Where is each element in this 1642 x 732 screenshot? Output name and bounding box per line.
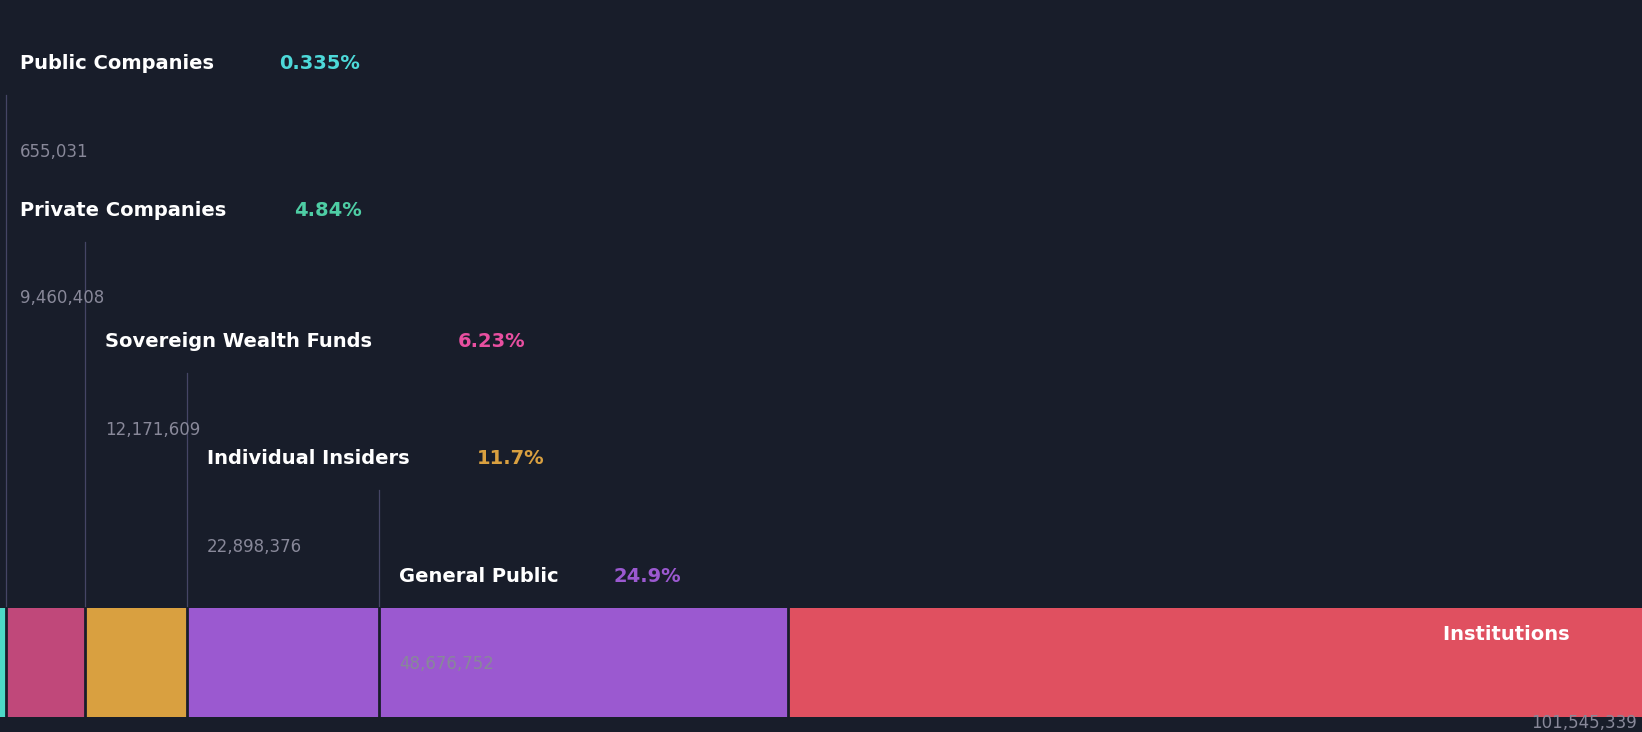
Text: 9,460,408: 9,460,408 (20, 289, 103, 307)
Text: Private Companies: Private Companies (20, 201, 233, 220)
Text: 0.335%: 0.335% (279, 54, 360, 73)
Text: 52%: 52% (1591, 625, 1637, 644)
Bar (5, 608, 85, 717)
Text: 6.23%: 6.23% (458, 332, 525, 351)
Text: 655,031: 655,031 (20, 143, 89, 161)
Bar (379, 608, 788, 717)
Text: 24.9%: 24.9% (614, 567, 681, 586)
Text: 4.84%: 4.84% (294, 201, 363, 220)
Bar (0, 608, 5, 717)
Text: Sovereign Wealth Funds: Sovereign Wealth Funds (105, 332, 378, 351)
Text: 22,898,376: 22,898,376 (207, 538, 302, 556)
Text: Individual Insiders: Individual Insiders (207, 449, 417, 468)
Text: Institutions: Institutions (1443, 625, 1576, 644)
Bar (85, 608, 187, 717)
Text: 101,545,339: 101,545,339 (1532, 714, 1637, 732)
Text: 48,676,752: 48,676,752 (399, 655, 494, 673)
Bar (788, 608, 1642, 717)
Text: 12,171,609: 12,171,609 (105, 421, 200, 439)
Text: 11.7%: 11.7% (478, 449, 545, 468)
Bar (187, 608, 379, 717)
Text: General Public: General Public (399, 567, 565, 586)
Text: Public Companies: Public Companies (20, 54, 220, 73)
